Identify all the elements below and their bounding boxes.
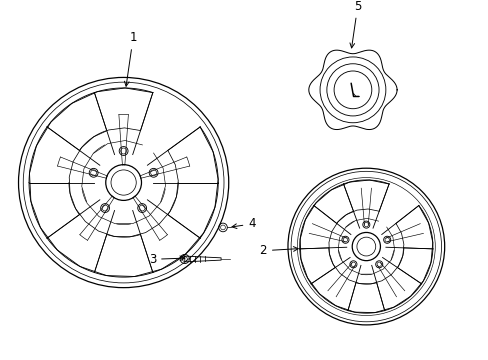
- Text: 1: 1: [124, 31, 137, 86]
- Text: 3: 3: [148, 253, 184, 266]
- Text: 4: 4: [231, 217, 255, 230]
- Text: 2: 2: [259, 244, 298, 257]
- Text: 5: 5: [349, 0, 361, 48]
